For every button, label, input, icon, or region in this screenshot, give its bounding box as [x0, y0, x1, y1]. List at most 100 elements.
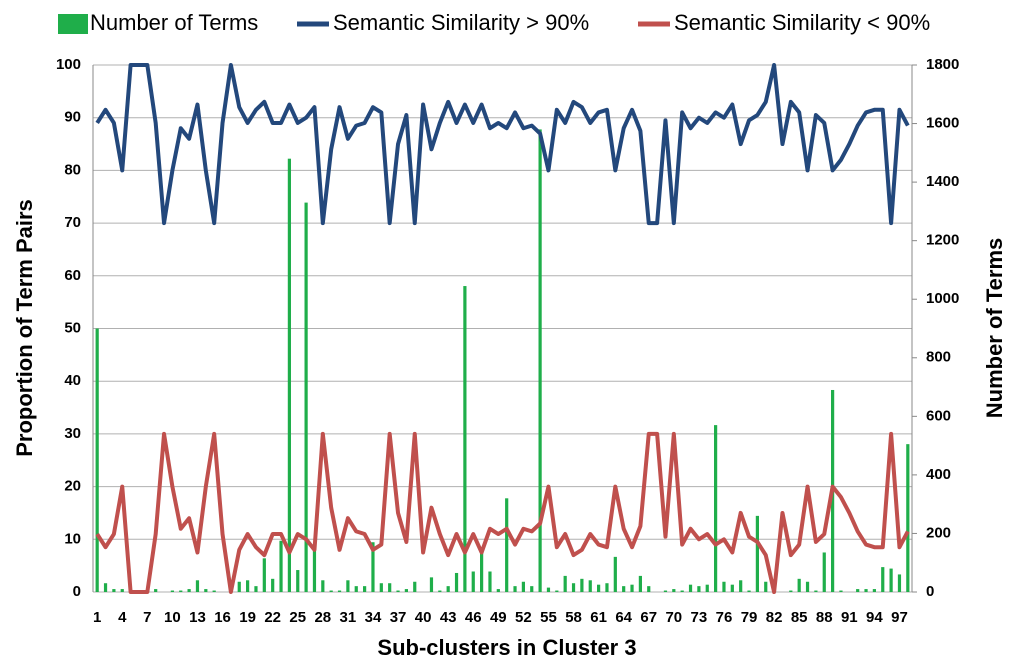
bar [538, 129, 542, 592]
bar [463, 286, 467, 592]
bar [747, 590, 751, 592]
bar [672, 589, 676, 592]
legend-swatch [58, 14, 88, 34]
x-tick-label: 7 [143, 609, 151, 626]
x-tick-label: 58 [565, 609, 582, 626]
bar [296, 570, 300, 592]
bar [304, 202, 308, 592]
y2-tick-label: 400 [926, 466, 951, 483]
bar [755, 515, 759, 592]
bar [638, 575, 642, 592]
bar [688, 584, 693, 592]
x-tick-label: 34 [365, 609, 382, 626]
bar [396, 590, 400, 592]
bar [279, 540, 283, 592]
bar [246, 580, 250, 592]
x-tick-label: 10 [164, 609, 181, 626]
x-axis-title: Sub-clusters in Cluster 3 [377, 635, 636, 660]
y2-axis-title: Number of Terms [982, 238, 1007, 419]
bar [555, 590, 559, 592]
bar [480, 552, 484, 592]
x-tick-label: 16 [214, 609, 231, 626]
bar [546, 587, 551, 592]
bar [714, 425, 718, 592]
x-tick-label: 94 [866, 609, 883, 626]
line [95, 431, 910, 594]
bar [597, 584, 601, 592]
bar [872, 589, 876, 592]
x-tick-label: 67 [640, 609, 657, 626]
y2-tick-label: 1200 [926, 232, 959, 249]
bar [530, 586, 534, 592]
x-tick-label: 79 [741, 609, 758, 626]
x-tick-label: 19 [239, 609, 256, 626]
x-tick-label: 4 [118, 609, 127, 626]
bar [697, 586, 701, 592]
bar [889, 568, 893, 592]
line [95, 63, 910, 226]
x-tick-label: 97 [891, 609, 908, 626]
bar [404, 589, 408, 592]
bar [505, 498, 509, 592]
bar [680, 590, 684, 592]
bar [95, 328, 99, 592]
bar [864, 589, 868, 592]
bar [764, 581, 768, 592]
y-tick-label: 10 [64, 530, 81, 547]
legend-label: Number of Terms [90, 10, 258, 35]
bar [588, 580, 592, 592]
bar [797, 578, 801, 592]
bar [663, 590, 668, 592]
bar [454, 572, 459, 592]
y-tick-label: 50 [64, 319, 81, 336]
y2-tick-label: 600 [926, 407, 951, 424]
y2-tick-label: 0 [926, 583, 934, 600]
bar [521, 581, 525, 592]
bar [789, 590, 793, 592]
bar [413, 581, 417, 592]
x-tick-label: 52 [515, 609, 532, 626]
y2-tick-label: 1600 [926, 115, 959, 132]
x-tick-label: 88 [816, 609, 833, 626]
bar [630, 584, 634, 592]
x-tick-label: 82 [766, 609, 783, 626]
x-tick-label: 25 [289, 609, 306, 626]
x-tick-label: 40 [415, 609, 432, 626]
bar [622, 586, 626, 592]
bar [337, 590, 342, 592]
x-tick-label: 31 [340, 609, 357, 626]
y2-tick-label: 1400 [926, 173, 959, 190]
y2-tick-label: 1800 [926, 56, 959, 73]
bar [897, 574, 902, 592]
x-tick-label: 37 [390, 609, 407, 626]
bar [112, 589, 116, 592]
bar [563, 575, 567, 592]
bar [271, 578, 275, 592]
bar [179, 590, 183, 592]
y-tick-label: 100 [56, 56, 81, 73]
y-tick-label: 60 [64, 267, 81, 284]
y2-tick-label: 1000 [926, 290, 959, 307]
legend-label: Semantic Similarity < 90% [674, 10, 930, 35]
y-tick-label: 0 [73, 583, 81, 600]
bar [195, 580, 200, 592]
x-tick-label: 91 [841, 609, 858, 626]
bar [822, 552, 826, 592]
bar [613, 556, 617, 592]
bar [722, 581, 726, 592]
bar [814, 590, 818, 592]
bar [881, 567, 885, 592]
x-tick-label: 55 [540, 609, 557, 626]
bar [739, 580, 743, 592]
bar [371, 542, 375, 592]
y-tick-label: 40 [64, 372, 81, 389]
bar [513, 586, 517, 592]
x-tick-label: 61 [590, 609, 607, 626]
bar [647, 586, 651, 592]
bar [488, 571, 492, 592]
y2-tick-label: 200 [926, 524, 951, 541]
x-tick-label: 13 [189, 609, 206, 626]
bar [237, 581, 241, 592]
bar [346, 580, 350, 592]
